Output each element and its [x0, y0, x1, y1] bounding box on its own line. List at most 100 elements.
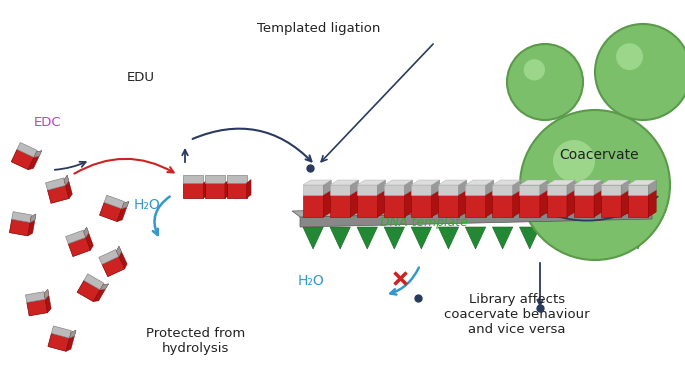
Polygon shape	[357, 195, 377, 217]
Polygon shape	[350, 190, 358, 217]
Polygon shape	[357, 185, 377, 195]
Polygon shape	[594, 180, 602, 195]
Polygon shape	[627, 227, 648, 249]
Text: Library affects
coacervate behaviour
and vice versa: Library affects coacervate behaviour and…	[445, 293, 590, 336]
Circle shape	[616, 43, 643, 70]
Polygon shape	[411, 180, 440, 185]
Text: Coacervate: Coacervate	[560, 147, 639, 162]
Circle shape	[553, 140, 595, 182]
Polygon shape	[377, 180, 386, 195]
Polygon shape	[519, 195, 540, 217]
Polygon shape	[116, 246, 121, 256]
Polygon shape	[84, 227, 93, 250]
Bar	[66, 230, 86, 244]
Polygon shape	[648, 190, 656, 217]
Polygon shape	[493, 180, 521, 185]
Bar	[77, 280, 100, 302]
Polygon shape	[567, 190, 575, 217]
Bar	[11, 149, 34, 170]
Bar	[84, 274, 104, 290]
Polygon shape	[493, 195, 513, 217]
Polygon shape	[465, 195, 486, 217]
Polygon shape	[405, 180, 412, 195]
Polygon shape	[438, 195, 459, 217]
Polygon shape	[203, 179, 208, 198]
Polygon shape	[438, 180, 466, 185]
Bar	[184, 175, 203, 183]
Bar	[47, 185, 69, 203]
Text: H₂O: H₂O	[298, 274, 325, 288]
Polygon shape	[411, 227, 432, 249]
Polygon shape	[28, 214, 36, 236]
Polygon shape	[303, 185, 323, 195]
Polygon shape	[493, 185, 513, 195]
Polygon shape	[384, 195, 405, 217]
Polygon shape	[93, 284, 108, 302]
Polygon shape	[594, 190, 602, 217]
Polygon shape	[465, 227, 486, 249]
Polygon shape	[567, 180, 575, 195]
Polygon shape	[486, 190, 494, 217]
Polygon shape	[411, 195, 432, 217]
Polygon shape	[465, 185, 486, 195]
Bar	[48, 333, 69, 351]
Polygon shape	[513, 190, 521, 217]
Polygon shape	[64, 175, 68, 185]
Polygon shape	[411, 185, 432, 195]
Polygon shape	[438, 227, 459, 249]
Circle shape	[524, 59, 545, 80]
Polygon shape	[621, 190, 629, 217]
Text: EDC: EDC	[34, 116, 62, 129]
Polygon shape	[438, 185, 459, 195]
Polygon shape	[350, 180, 358, 195]
Polygon shape	[573, 227, 594, 249]
Polygon shape	[405, 190, 412, 217]
Bar	[227, 175, 247, 183]
Polygon shape	[519, 180, 548, 185]
Polygon shape	[300, 209, 652, 227]
Polygon shape	[100, 284, 108, 290]
Polygon shape	[384, 185, 405, 195]
Polygon shape	[547, 195, 567, 217]
Polygon shape	[45, 289, 51, 313]
Polygon shape	[627, 185, 648, 195]
Polygon shape	[627, 195, 648, 217]
Circle shape	[507, 44, 583, 120]
Bar	[104, 195, 125, 209]
Polygon shape	[432, 190, 440, 217]
Polygon shape	[122, 201, 129, 209]
Polygon shape	[28, 151, 42, 170]
Polygon shape	[330, 227, 350, 249]
Polygon shape	[30, 214, 36, 222]
Polygon shape	[601, 180, 629, 185]
Polygon shape	[486, 180, 494, 195]
Bar	[10, 219, 30, 236]
Polygon shape	[540, 190, 548, 217]
Polygon shape	[519, 185, 540, 195]
Polygon shape	[573, 195, 594, 217]
Circle shape	[595, 24, 685, 120]
Polygon shape	[648, 180, 656, 195]
Polygon shape	[519, 227, 540, 249]
Polygon shape	[292, 203, 652, 217]
Polygon shape	[247, 179, 251, 198]
Bar	[205, 175, 225, 183]
Polygon shape	[384, 180, 412, 185]
Polygon shape	[547, 227, 567, 249]
Polygon shape	[540, 180, 548, 195]
Polygon shape	[330, 180, 358, 185]
Polygon shape	[513, 180, 521, 195]
Polygon shape	[330, 185, 350, 195]
Bar	[27, 299, 47, 316]
Bar	[205, 183, 225, 198]
Polygon shape	[432, 180, 440, 195]
Polygon shape	[601, 185, 621, 195]
Polygon shape	[621, 180, 629, 195]
Polygon shape	[384, 227, 405, 249]
Polygon shape	[627, 180, 656, 185]
Polygon shape	[64, 175, 73, 198]
Polygon shape	[493, 227, 513, 249]
Polygon shape	[323, 180, 332, 195]
Polygon shape	[66, 330, 76, 351]
Polygon shape	[225, 179, 229, 198]
